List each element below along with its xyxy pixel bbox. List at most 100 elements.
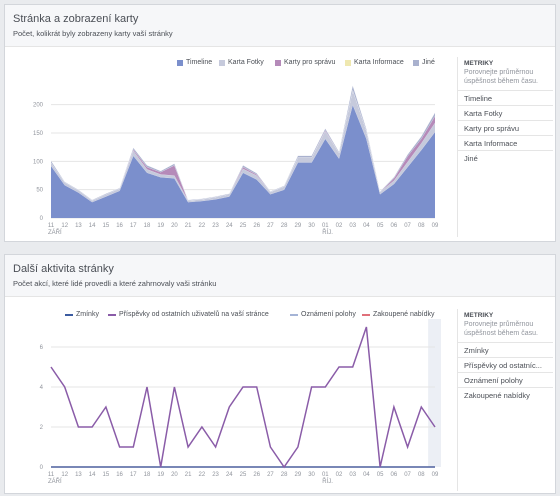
x-tick-label: 06 — [391, 223, 398, 229]
metrics-subtitle-line: Porovnejte průměrnou — [464, 69, 534, 76]
legend-label: Zmínky — [76, 311, 99, 318]
metric-item-jine[interactable]: Jiné — [458, 150, 553, 165]
y-tick-label: 0 — [40, 216, 44, 222]
metric-item-karta-informace[interactable]: Karta Informace — [458, 135, 553, 150]
metric-item-karty-pro-spravu[interactable]: Karty pro správu — [458, 120, 553, 135]
legend-item-karta-fotky[interactable]: Karta Fotky — [219, 59, 264, 66]
legend-swatch — [345, 60, 351, 66]
x-tick-label: 07 — [404, 472, 411, 478]
panel-title: Další aktivita stránky — [13, 263, 114, 275]
x-tick-label: 26 — [253, 223, 260, 229]
metric-item-oznameni-polohy[interactable]: Oznámení polohy — [458, 372, 553, 387]
metrics-title: METRIKY — [464, 60, 494, 67]
legend-label: Karta Fotky — [228, 59, 264, 66]
x-tick-label: 28 — [281, 223, 288, 229]
panel-header: Další aktivita stránky Počet akcí, které… — [5, 255, 555, 297]
metric-item-karta-fotky[interactable]: Karta Fotky — [458, 105, 553, 120]
x-tick-label: 24 — [226, 472, 233, 478]
metrics-subtitle: Porovnejte průměrnou úspěšnost během čas… — [458, 68, 553, 90]
metric-item-timeline[interactable]: Timeline — [458, 90, 553, 105]
x-tick-label: 05 — [377, 472, 384, 478]
x-tick-label: 26 — [253, 472, 260, 478]
legend-label: Karty pro správu — [284, 59, 336, 66]
x-tick-label: 27 — [267, 223, 274, 229]
legend-swatch — [275, 60, 281, 66]
x-tick-label: 16 — [116, 223, 123, 229]
legend-item-timeline[interactable]: Timeline — [177, 59, 212, 66]
x-tick-label: 02 — [336, 472, 343, 478]
metrics-sidebar: METRIKY Porovnejte průměrnou úspěšnost b… — [457, 309, 553, 491]
month-label: ŘÍJ. — [322, 228, 333, 236]
legend-label: Příspěvky od ostatních uživatelů na vaší… — [119, 311, 269, 318]
x-tick-label: 14 — [89, 472, 96, 478]
x-tick-label: 01 — [322, 223, 329, 229]
x-tick-label: 29 — [295, 472, 302, 478]
x-tick-label: 22 — [199, 472, 206, 478]
x-tick-label: 30 — [308, 223, 315, 229]
metrics-subtitle-line: Porovnejte průměrnou — [464, 321, 534, 328]
chart-legend: Zmínky Příspěvky od ostatních uživatelů … — [5, 311, 453, 323]
x-tick-label: 18 — [144, 472, 151, 478]
legend-label: Oznámení polohy — [301, 311, 356, 318]
legend-item-zakoupene-nabidky[interactable]: Zakoupené nabídky — [362, 311, 435, 318]
x-tick-label: 24 — [226, 223, 233, 229]
metric-item-zakoupene-nabidky[interactable]: Zakoupené nabídky — [458, 387, 553, 402]
legend-item-oznameni-polohy[interactable]: Oznámení polohy — [290, 311, 356, 318]
x-tick-label: 08 — [418, 472, 425, 478]
x-tick-label: 17 — [130, 223, 137, 229]
x-tick-label: 19 — [157, 223, 164, 229]
metric-item-prispevky[interactable]: Příspěvky od ostatníc... — [458, 357, 553, 372]
x-tick-label: 09 — [432, 472, 439, 478]
chart-legend: Timeline Karta Fotky Karty pro správu Ka… — [5, 59, 453, 71]
x-tick-label: 27 — [267, 472, 274, 478]
y-tick-label: 150 — [33, 131, 44, 137]
x-tick-label: 17 — [130, 472, 137, 478]
x-tick-label: 02 — [336, 223, 343, 229]
x-tick-label: 14 — [89, 223, 96, 229]
legend-label: Zakoupené nabídky — [373, 311, 435, 318]
legend-swatch — [413, 60, 419, 66]
y-tick-label: 200 — [33, 103, 44, 109]
legend-item-karta-informace[interactable]: Karta Informace — [345, 59, 404, 66]
x-tick-label: 20 — [171, 472, 178, 478]
x-tick-label: 29 — [295, 223, 302, 229]
metrics-title: METRIKY — [464, 312, 494, 319]
line-series-prispevky — [50, 326, 436, 469]
legend-item-jine[interactable]: Jiné — [413, 59, 435, 66]
y-tick-label: 6 — [40, 345, 44, 351]
legend-swatch — [108, 314, 116, 316]
metrics-sidebar: METRIKY Porovnejte průměrnou úspěšnost b… — [457, 57, 553, 237]
x-tick-label: 23 — [212, 223, 219, 229]
x-tick-label: 23 — [212, 472, 219, 478]
legend-swatch — [177, 60, 183, 66]
legend-swatch — [65, 314, 73, 316]
month-label: ZÁŘÍ — [48, 228, 62, 236]
y-tick-label: 2 — [40, 425, 44, 431]
x-tick-label: 16 — [116, 472, 123, 478]
month-label: ŘÍJ. — [322, 477, 333, 485]
legend-label: Timeline — [186, 59, 213, 66]
legend-swatch — [219, 60, 225, 66]
legend-item-zminky[interactable]: Zmínky — [65, 311, 99, 318]
x-tick-label: 30 — [308, 472, 315, 478]
y-tick-label: 100 — [33, 159, 44, 165]
panel-subtitle: Počet akcí, které lidé provedli a které … — [13, 279, 217, 288]
x-tick-label: 22 — [199, 223, 206, 229]
legend-swatch — [290, 314, 298, 316]
x-tick-label: 28 — [281, 472, 288, 478]
legend-swatch — [362, 314, 370, 316]
legend-label: Karta Informace — [354, 59, 404, 66]
month-label: ZÁŘÍ — [48, 477, 62, 485]
x-tick-label: 21 — [185, 472, 192, 478]
x-tick-label: 04 — [363, 223, 370, 229]
x-tick-label: 15 — [103, 472, 110, 478]
metric-item-zminky[interactable]: Zmínky — [458, 342, 553, 357]
x-tick-label: 06 — [391, 472, 398, 478]
x-tick-label: 25 — [240, 472, 247, 478]
x-tick-label: 12 — [61, 472, 68, 478]
legend-item-karty-pro-spravu[interactable]: Karty pro správu — [275, 59, 335, 66]
legend-item-prispevky[interactable]: Příspěvky od ostatních uživatelů na vaší… — [108, 311, 269, 318]
x-tick-label: 15 — [103, 223, 110, 229]
